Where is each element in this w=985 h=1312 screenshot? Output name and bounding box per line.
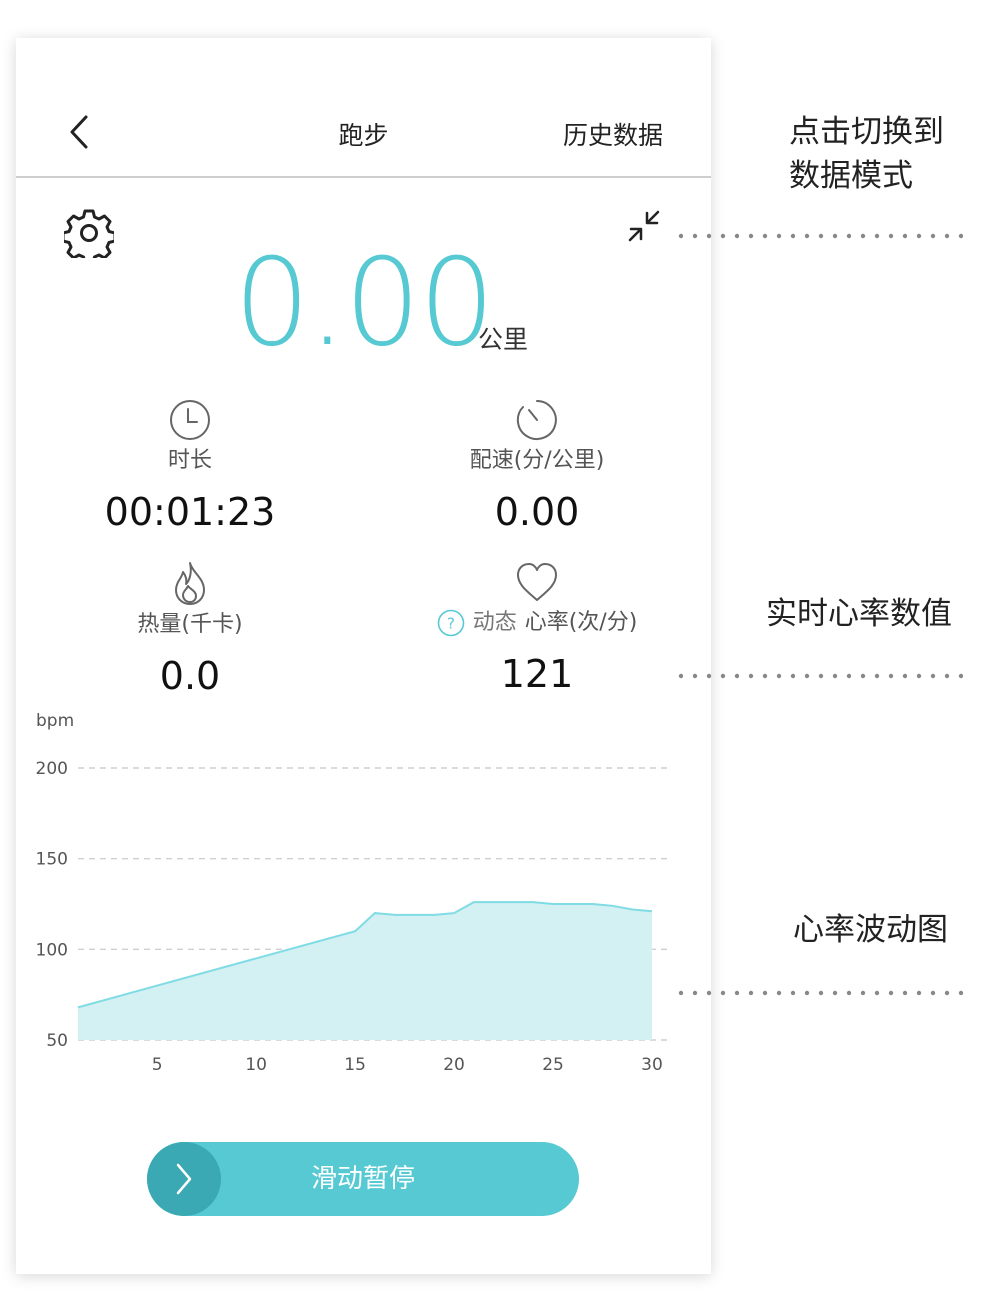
duration-stat: 时长 00:01:23 [40,398,340,534]
y-tick-label: 200 [36,759,68,779]
distance-value: 0.00 [233,234,495,373]
clock-icon [170,400,210,440]
slide-to-pause-slider[interactable]: 滑动暂停 [147,1142,579,1216]
calories-stat: 热量(千卡) 0.0 [40,560,340,698]
back-button[interactable] [64,114,94,150]
navigation-bar: 跑步 历史数据 [16,38,711,178]
annotation-leader-hr-chart [678,981,968,996]
y-tick-label: 100 [36,940,68,960]
heart-rate-label-row: ? 动态 心率(次/分) [387,608,687,638]
calories-label: 热量(千卡) [137,612,243,637]
collapse-view-button[interactable] [626,208,662,244]
pace-label: 配速(分/公里) [469,448,605,473]
history-data-link[interactable]: 历史数据 [562,121,663,150]
chart-y-axis-label: bpm [36,711,74,731]
page-title: 跑步 [338,121,389,150]
duration-label: 时长 [167,448,212,473]
heart-rate-stat: ? 动态 心率(次/分) 121 [387,560,687,696]
x-tick-label: 10 [245,1055,267,1075]
heart-rate-mode: 动态 [472,610,517,635]
calories-value: 0.0 [159,654,221,698]
x-tick-label: 15 [344,1055,366,1075]
pace-stat: 配速(分/公里) 0.00 [387,398,687,534]
y-tick-label: 150 [36,850,68,870]
chevron-right-icon [176,1163,192,1195]
slider-knob[interactable] [147,1142,221,1216]
heart-icon [517,563,557,601]
x-tick-label: 25 [542,1055,564,1075]
question-circle-icon[interactable]: ? [437,609,465,637]
heart-rate-value: 121 [500,652,574,696]
collapse-arrows-icon [628,210,660,242]
annotation-leader-realtime-hr [678,664,968,679]
heart-rate-chart: 50 100 150 200 5 10 15 20 25 30 bpm [36,711,672,1075]
heart-rate-label: 心率(次/分) [524,610,638,635]
annotation-realtime-hr: 实时心率数值 [766,596,952,632]
annotation-mode-switch: 点击切换到 数据模式 [789,114,944,194]
slide-to-pause-label: 滑动暂停 [310,1164,415,1194]
y-tick-label: 50 [46,1031,68,1051]
chevron-left-icon [70,115,88,149]
heart-rate-line [77,901,653,1009]
stopwatch-icon [516,400,557,440]
annotation-hr-chart: 心率波动图 [793,912,948,948]
phone-screen: 跑步 历史数据 0.00 公里 时长 00:01:23 配速(分 [16,38,711,1274]
x-tick-label: 20 [443,1055,465,1075]
svg-text:?: ? [447,615,455,633]
duration-value: 00:01:23 [104,490,276,534]
pace-value: 0.00 [494,490,580,534]
x-tick-label: 5 [152,1055,163,1075]
distance-display: 0.00 公里 [16,234,711,373]
flame-icon [175,562,205,605]
annotation-leader-mode-switch [678,224,968,239]
heart-rate-area [78,902,652,1040]
x-tick-label: 30 [641,1055,663,1075]
distance-unit: 公里 [478,325,529,354]
